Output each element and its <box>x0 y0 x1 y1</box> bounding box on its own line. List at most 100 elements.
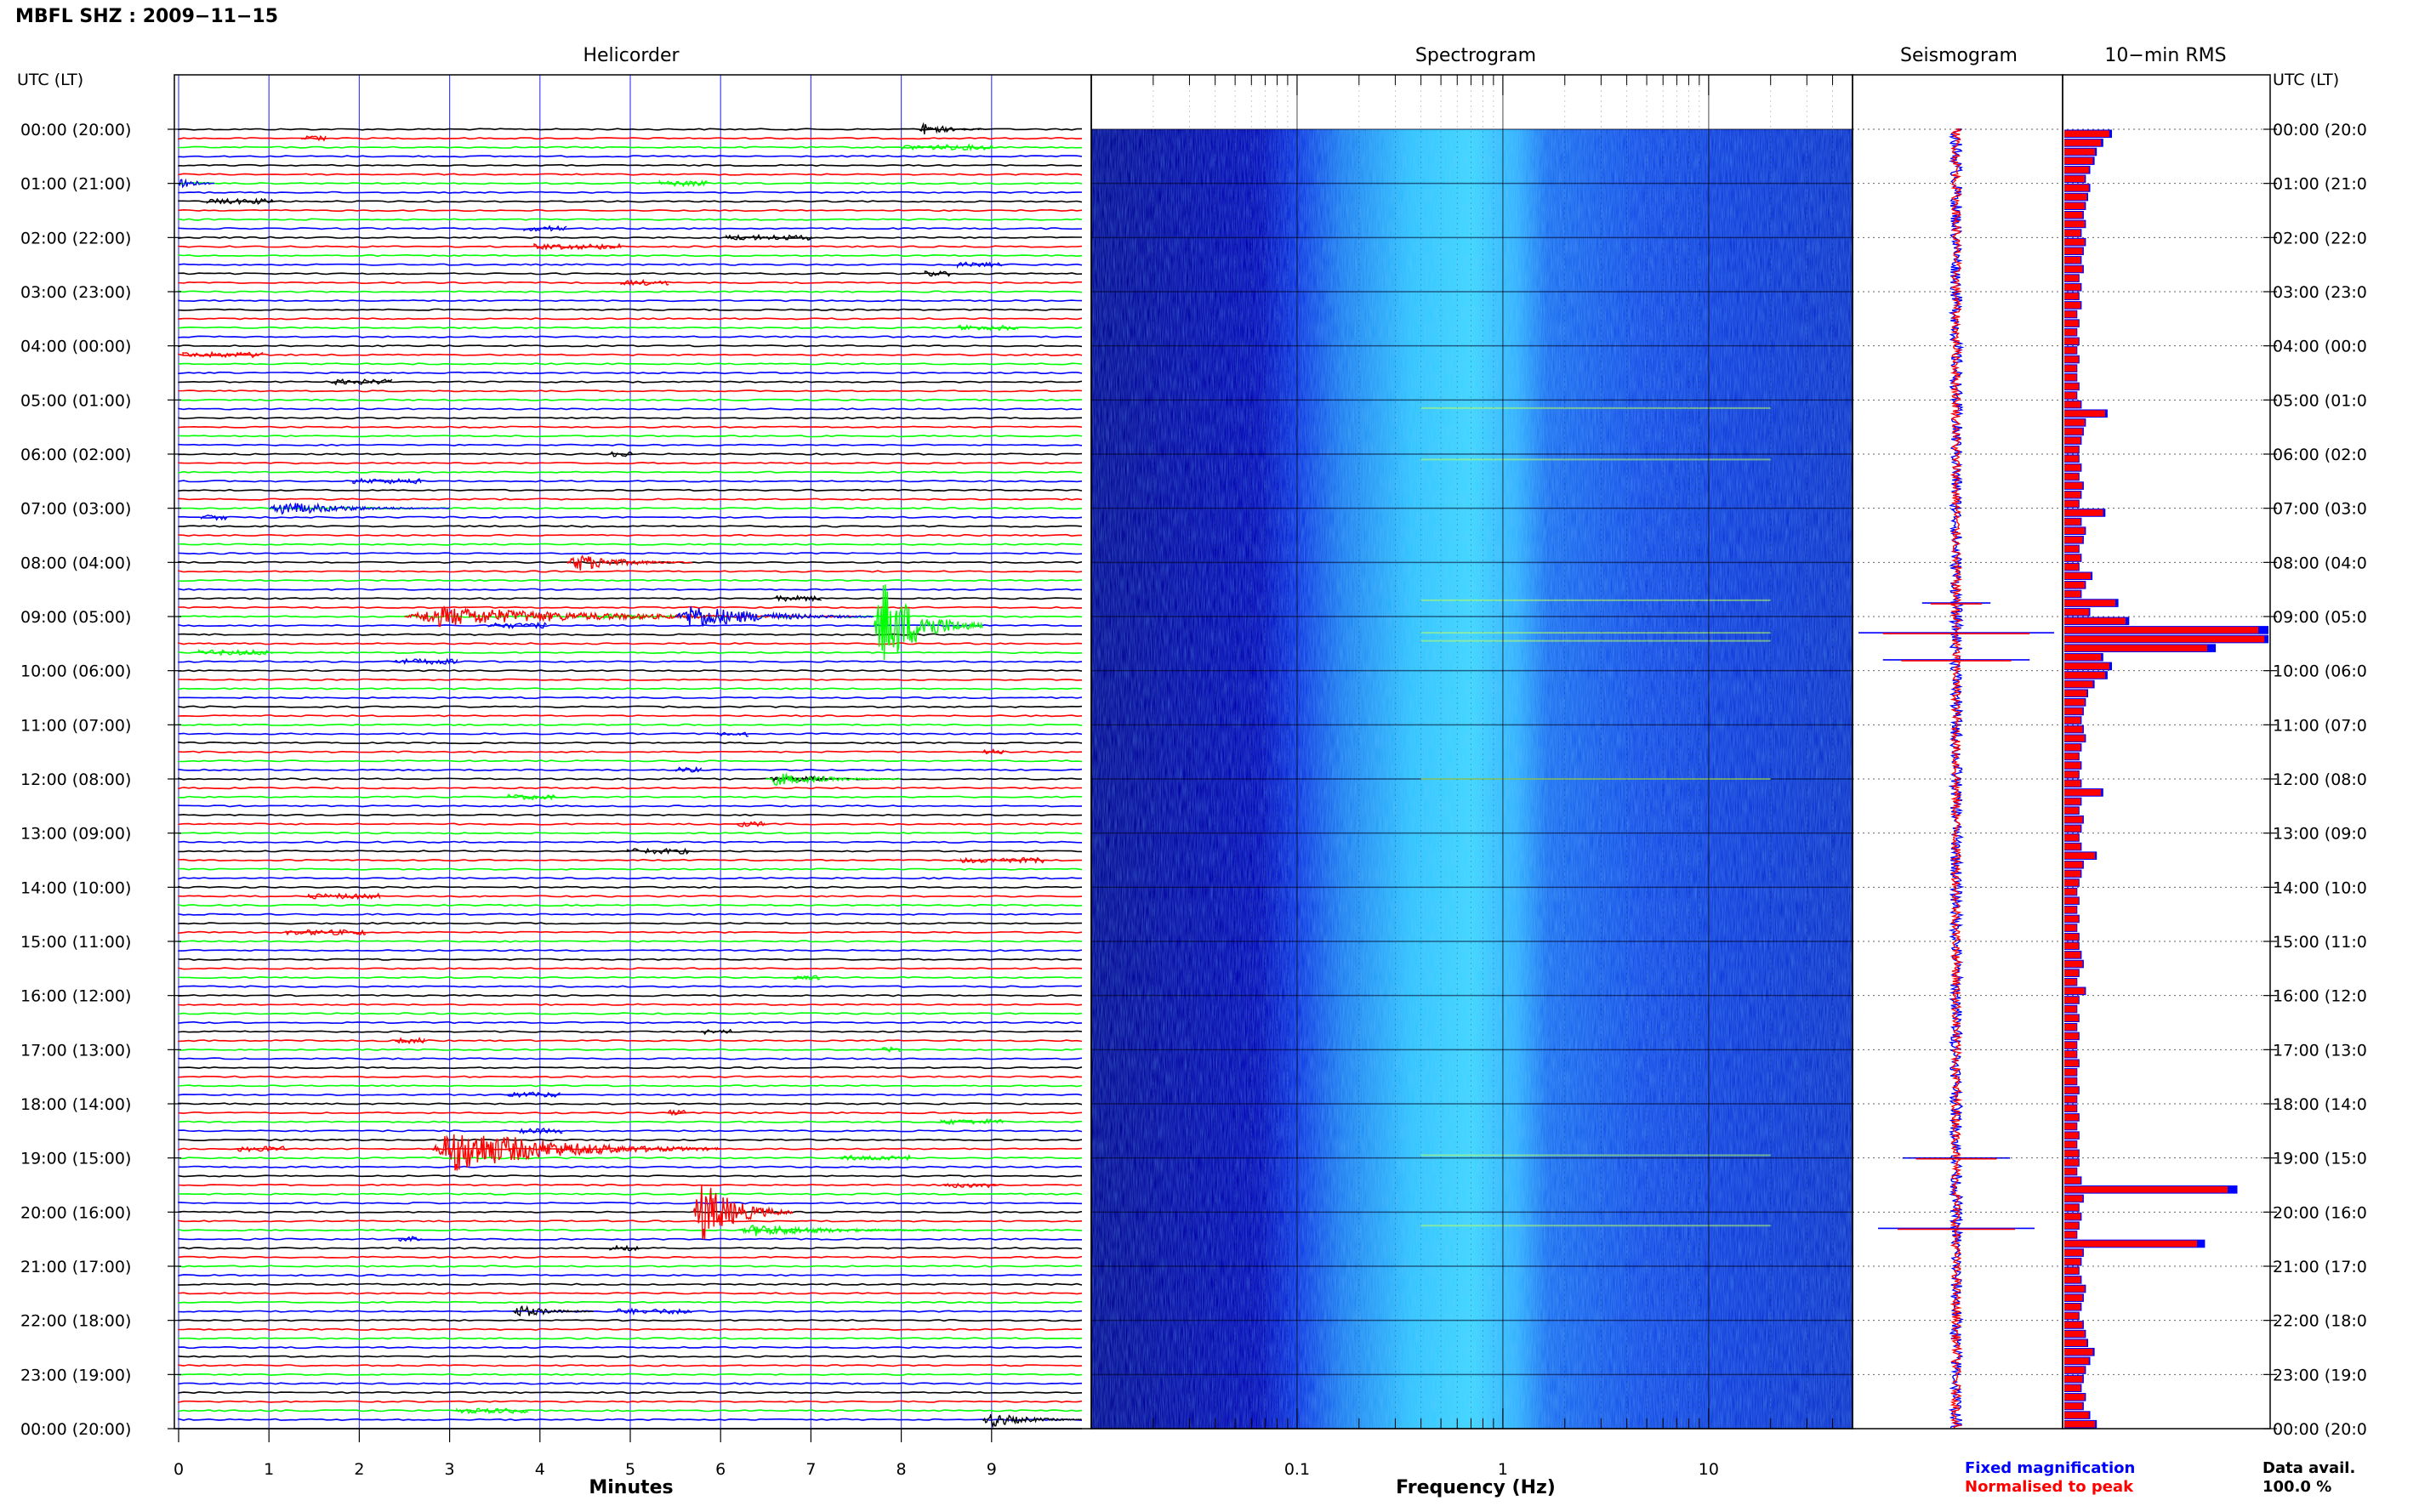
rms-bar-normalised <box>2064 355 2079 363</box>
helicorder-trace <box>178 308 1083 311</box>
rms-bar-normalised <box>2064 645 2207 651</box>
helicorder-burst <box>301 134 327 142</box>
helicorder-trace <box>178 298 1083 303</box>
helicorder-event <box>738 1225 947 1236</box>
helicorder-trace <box>178 1265 1083 1268</box>
helicorder-trace <box>178 1364 1083 1367</box>
helicorder-trace <box>178 533 1083 537</box>
rms-bar-normalised <box>2064 293 2079 300</box>
rms-bar-normalised <box>2064 518 2081 526</box>
helicorder-burst <box>775 594 822 603</box>
rms-bar-normalised <box>2064 185 2089 191</box>
time-label-left: 03:00 (23:00) <box>20 283 131 302</box>
helicorder-trace <box>178 1300 1083 1305</box>
minute-tick-label: 9 <box>987 1460 997 1479</box>
helicorder-trace <box>178 425 1083 429</box>
time-label-left: 08:00 (04:00) <box>20 554 131 572</box>
helicorder-trace <box>178 975 1083 980</box>
helicorder-burst <box>201 514 228 521</box>
rms-bar-normalised <box>2064 1005 2077 1013</box>
helicorder-burst <box>236 1145 289 1153</box>
helicorder-trace <box>178 1183 1083 1187</box>
helicorder-trace <box>178 1075 1083 1078</box>
helicorder-burst <box>533 242 622 251</box>
helicorder-trace <box>178 804 1083 808</box>
rms-bar-normalised <box>2064 1069 2077 1076</box>
time-label-left: 17:00 (13:00) <box>20 1041 131 1060</box>
rms-bar-normalised <box>2064 338 2079 345</box>
rms-bar-normalised <box>2064 509 2103 516</box>
helicorder-event <box>982 1414 1082 1429</box>
helicorder-trace <box>178 795 1083 799</box>
helicorder-trace <box>178 335 1083 338</box>
helicorder-event <box>766 771 901 786</box>
minute-tick-label: 3 <box>445 1460 455 1479</box>
rms-bar-normalised <box>2064 383 2079 390</box>
rms-bar-normalised <box>2064 680 2093 688</box>
rms-bar-normalised <box>2064 410 2105 418</box>
rms-bar-normalised <box>2064 969 2079 976</box>
rms-bar-normalised <box>2064 1132 2079 1139</box>
rms-bar-normalised <box>2064 1294 2083 1301</box>
rms-bar-normalised <box>2064 139 2102 146</box>
helicorder-trace <box>178 994 1083 998</box>
helicorder-trace <box>178 840 1083 844</box>
rms-bar-normalised <box>2064 1357 2089 1365</box>
helicorder-trace <box>178 218 1083 221</box>
helicorder-trace <box>178 398 1082 401</box>
rms-bar-normalised <box>2064 888 2077 895</box>
rms-bar-normalised <box>2064 1060 2079 1067</box>
left-axis-header: UTC (LT) <box>17 71 83 89</box>
rms-bar-normalised <box>2064 1168 2077 1175</box>
legend-normalised-to-peak: Normalised to peak <box>1965 1478 2134 1496</box>
helicorder-trace <box>178 588 1083 591</box>
rms-bar-normalised <box>2064 1204 2079 1211</box>
helicorder-burst <box>924 270 952 277</box>
helicorder-burst <box>620 278 669 287</box>
rms-bar-normalised <box>2064 952 2081 958</box>
helicorder-trace <box>178 1039 1083 1043</box>
helicorder-trace <box>178 877 1083 880</box>
rms-bar-normalised <box>2064 1312 2079 1320</box>
helicorder-trace <box>178 903 1083 907</box>
helicorder-trace <box>178 786 1082 790</box>
helicorder-burst <box>902 143 993 151</box>
helicorder-burst <box>958 324 1019 332</box>
rms-frame <box>2062 74 2271 1430</box>
helicorder-trace <box>178 1355 1083 1358</box>
helicorder-trace <box>178 128 1082 131</box>
minute-tick-label: 7 <box>805 1460 816 1479</box>
helicorder-trace <box>178 1237 1083 1241</box>
helicorder-trace <box>178 687 1083 691</box>
helicorder-trace <box>178 822 1083 826</box>
helicorder-trace <box>178 858 1083 862</box>
rms-bar-normalised <box>2064 997 2079 1003</box>
time-label-right: 00:00 (20:0 <box>2273 121 2367 139</box>
helicorder-burst <box>308 892 381 901</box>
time-label-left: 18:00 (14:00) <box>20 1095 131 1114</box>
time-label-left: 00:00 (20:00) <box>20 1420 131 1439</box>
helicorder-trace <box>178 813 1083 817</box>
helicorder-trace <box>178 1202 1083 1205</box>
helicorder-trace <box>178 182 1083 185</box>
rms-bar-normalised <box>2064 735 2085 742</box>
rms-bar-normalised <box>2064 238 2085 246</box>
helicorder-burst <box>957 261 1003 270</box>
time-label-right: 21:00 (17:0 <box>2273 1258 2367 1276</box>
helicorder-event <box>512 1305 594 1317</box>
helicorder-trace <box>178 407 1083 411</box>
rms-bar-normalised <box>2064 374 2077 381</box>
helicorder-trace <box>178 1138 1083 1142</box>
helicorder-trace <box>178 1147 1083 1151</box>
helicorder-trace <box>178 227 1083 230</box>
helicorder-trace <box>178 326 1083 330</box>
rms-bar-normalised <box>2064 572 2092 580</box>
rms-bar-normalised <box>2064 554 2081 561</box>
rms-bar-normalised <box>2064 1123 2077 1130</box>
frequency-tick-label: 0.1 <box>1284 1460 1310 1479</box>
helicorder-trace <box>178 163 1083 168</box>
helicorder-burst <box>717 731 749 737</box>
minute-tick-label: 8 <box>896 1460 907 1479</box>
rms-bar-normalised <box>2064 1213 2081 1220</box>
